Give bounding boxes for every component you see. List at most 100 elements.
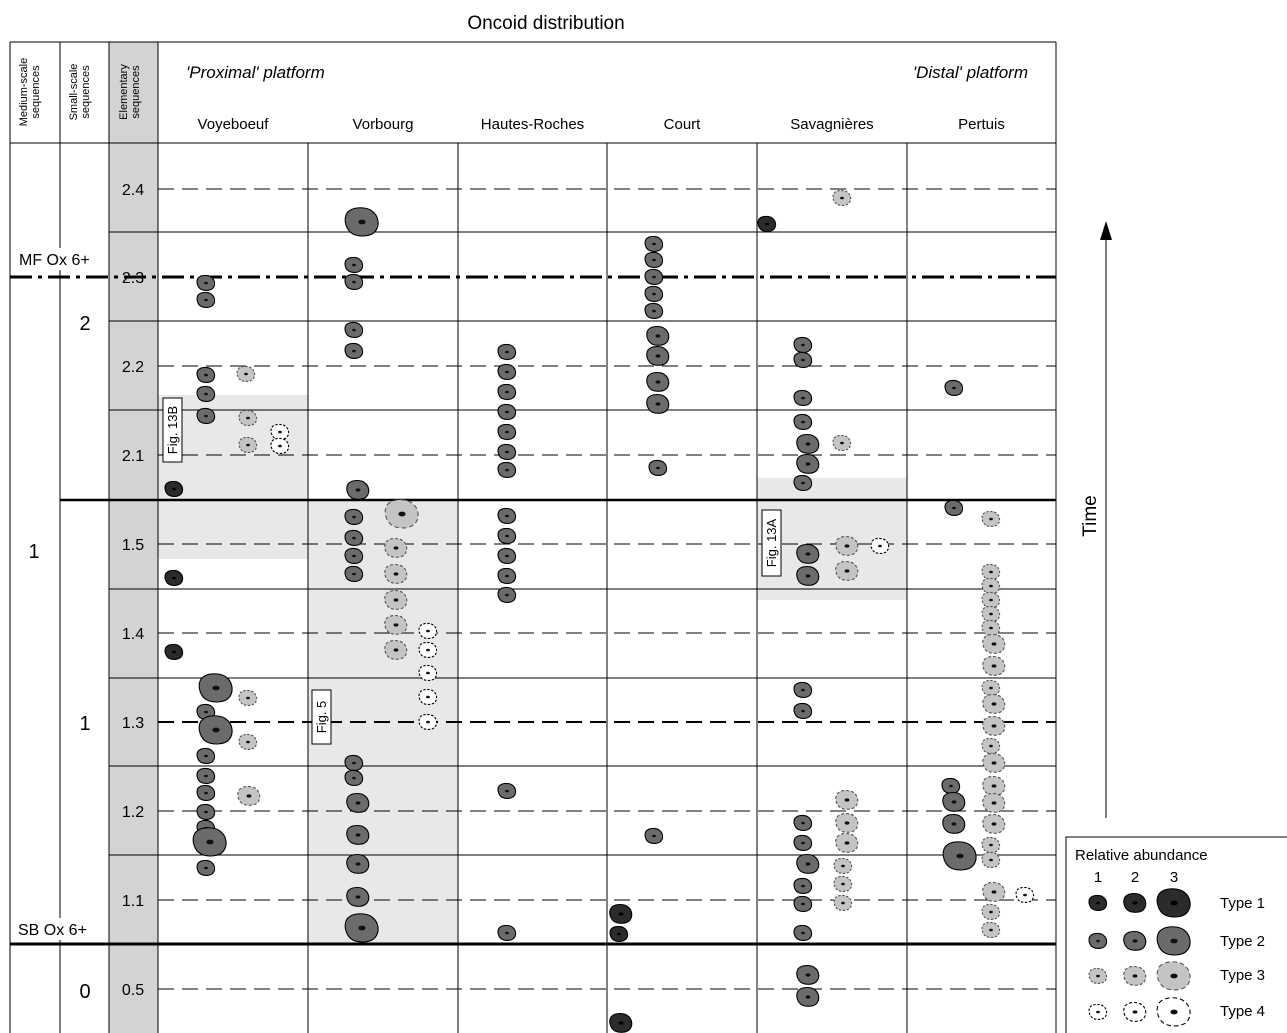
- legend-abundance-1: 1: [1094, 869, 1102, 886]
- oncoid-type-2-72: [644, 302, 664, 320]
- oncoid-type-2-62: [497, 527, 517, 545]
- oncoid-type-2-70: [644, 268, 664, 286]
- oncoid-type-2-137: [941, 777, 961, 795]
- oncoid-type-3-119: [981, 605, 1001, 623]
- legend-type-4-abundance-2: [1123, 1001, 1147, 1022]
- oncoid-type-2-51: [346, 853, 370, 874]
- oncoid-type-3-127: [982, 752, 1006, 773]
- oncoid-type-2-108: [793, 895, 813, 913]
- highlight-fig-13b: [158, 395, 308, 559]
- elementary-label-2.1: 2.1: [122, 448, 144, 465]
- small-scale-label-1: 1: [79, 713, 90, 735]
- oncoid-type-2-74: [646, 345, 670, 366]
- oncoid-type-2-25: [196, 859, 216, 877]
- oncoid-type-2-60: [497, 461, 517, 479]
- oncoid-type-2-85: [793, 351, 813, 369]
- time-arrow: [1100, 221, 1112, 818]
- oncoid-type-2-37: [344, 565, 364, 583]
- oncoid-type-2-78: [644, 827, 664, 845]
- oncoid-type-2-48: [344, 769, 364, 787]
- svg-text:Fig. 13A: Fig. 13A: [764, 518, 779, 567]
- oncoid-type-2-16: [196, 747, 216, 765]
- oncoid-type-3-133: [982, 881, 1006, 902]
- elementary-label-2.2: 2.2: [122, 359, 144, 376]
- oncoid-type-2-75: [646, 371, 670, 392]
- oncoid-type-1-10: [164, 480, 184, 498]
- legend-type-2-abundance-2: [1123, 930, 1147, 951]
- legend-type-1-abundance-2: [1123, 892, 1147, 913]
- oncoid-type-2-31: [346, 479, 370, 500]
- oncoid-type-2-55: [497, 363, 517, 381]
- oncoid-type-1-12: [164, 643, 184, 661]
- oncoid-type-3-117: [981, 577, 1001, 595]
- oncoid-type-2-14: [196, 703, 216, 721]
- oncoid-type-2-22: [196, 803, 216, 821]
- legend-type-3-abundance-2: [1123, 965, 1147, 986]
- oncoid-type-2-35: [344, 547, 364, 565]
- oncoid-type-2-86: [793, 389, 813, 407]
- oncoid-type-2-69: [644, 251, 664, 269]
- oncoid-type-4-95: [870, 537, 890, 555]
- oncoid-type-2-61: [497, 507, 517, 525]
- oncoid-type-3-125: [982, 715, 1006, 736]
- legend-type-2-abundance-3: [1156, 926, 1191, 956]
- oncoid-type-2-26: [344, 207, 379, 237]
- oncoid-type-3-89: [832, 434, 852, 452]
- oncoid-type-2-28: [344, 273, 364, 291]
- oncoid-type-2-63: [497, 547, 517, 565]
- oncoid-type-2-139: [942, 813, 966, 834]
- legend-type-3-abundance-3: [1156, 961, 1191, 991]
- oncoid-type-3-39: [384, 589, 408, 610]
- oncoid-type-3-131: [981, 836, 1001, 854]
- legend-type-1-abundance-1: [1088, 894, 1108, 912]
- oncoid-type-2-106: [793, 877, 813, 895]
- header-distal-platform: 'Distal' platform: [913, 63, 1028, 82]
- legend-type-3: Type 3: [1220, 967, 1265, 984]
- oncoid-type-4-8: [270, 423, 290, 441]
- oncoid-type-2-30: [344, 342, 364, 360]
- oncoid-type-2-110: [793, 924, 813, 942]
- oncoid-type-2-77: [648, 459, 668, 477]
- oncoid-type-2-57: [497, 403, 517, 421]
- oncoid-type-2-29: [344, 321, 364, 339]
- oncoid-type-2-111: [796, 964, 820, 985]
- legend-abundance-3: 3: [1170, 869, 1178, 886]
- oncoid-type-2-20: [196, 784, 216, 802]
- svg-text:Fig. 13B: Fig. 13B: [165, 406, 180, 454]
- oncoid-type-3-116: [981, 563, 1001, 581]
- oncoid-type-3-36: [384, 537, 408, 558]
- oncoid-type-4-43: [418, 641, 438, 659]
- oncoid-type-2-84: [793, 336, 813, 354]
- oncoid-type-3-132: [981, 851, 1001, 869]
- oncoid-type-2-19: [196, 767, 216, 785]
- legend-type-3-abundance-1: [1088, 967, 1108, 985]
- oncoid-type-3-129: [982, 792, 1006, 813]
- oncoid-type-2-102: [793, 834, 813, 852]
- elementary-label-0.5: 0.5: [122, 982, 144, 999]
- legend-type-2-abundance-1: [1088, 932, 1108, 950]
- mf-label-bg: [12, 248, 102, 270]
- oncoid-type-3-120: [981, 619, 1001, 637]
- oncoid-type-3-109: [833, 894, 853, 912]
- elementary-column-shading: [109, 42, 158, 1033]
- oncoid-type-3-94: [835, 535, 859, 556]
- oncoid-type-2-76: [646, 393, 670, 414]
- oncoid-type-4-45: [418, 688, 438, 706]
- oncoid-type-2-92: [796, 543, 820, 564]
- section-header-0: Voyeboeuf: [198, 116, 270, 133]
- oncoid-type-2-90: [796, 453, 820, 474]
- elementary-label-1.2: 1.2: [122, 804, 144, 821]
- oncoid-type-2-24: [192, 827, 227, 857]
- oncoid-type-2-27: [344, 256, 364, 274]
- oncoid-type-4-9: [270, 437, 290, 455]
- oncoid-type-3-96: [835, 560, 859, 581]
- oncoid-type-2-68: [644, 235, 664, 253]
- oncoid-type-2-64: [497, 567, 517, 585]
- medium-scale-label: 1: [28, 541, 39, 563]
- legend-type-4: Type 4: [1220, 1003, 1265, 1020]
- oncoid-type-2-73: [646, 325, 670, 346]
- oncoid-type-2-88: [796, 433, 820, 454]
- sb-surface-label: SB Ox 6+: [18, 922, 87, 939]
- fig-13b-label: Fig. 13B: [162, 397, 183, 463]
- oncoid-type-3-7: [238, 436, 258, 454]
